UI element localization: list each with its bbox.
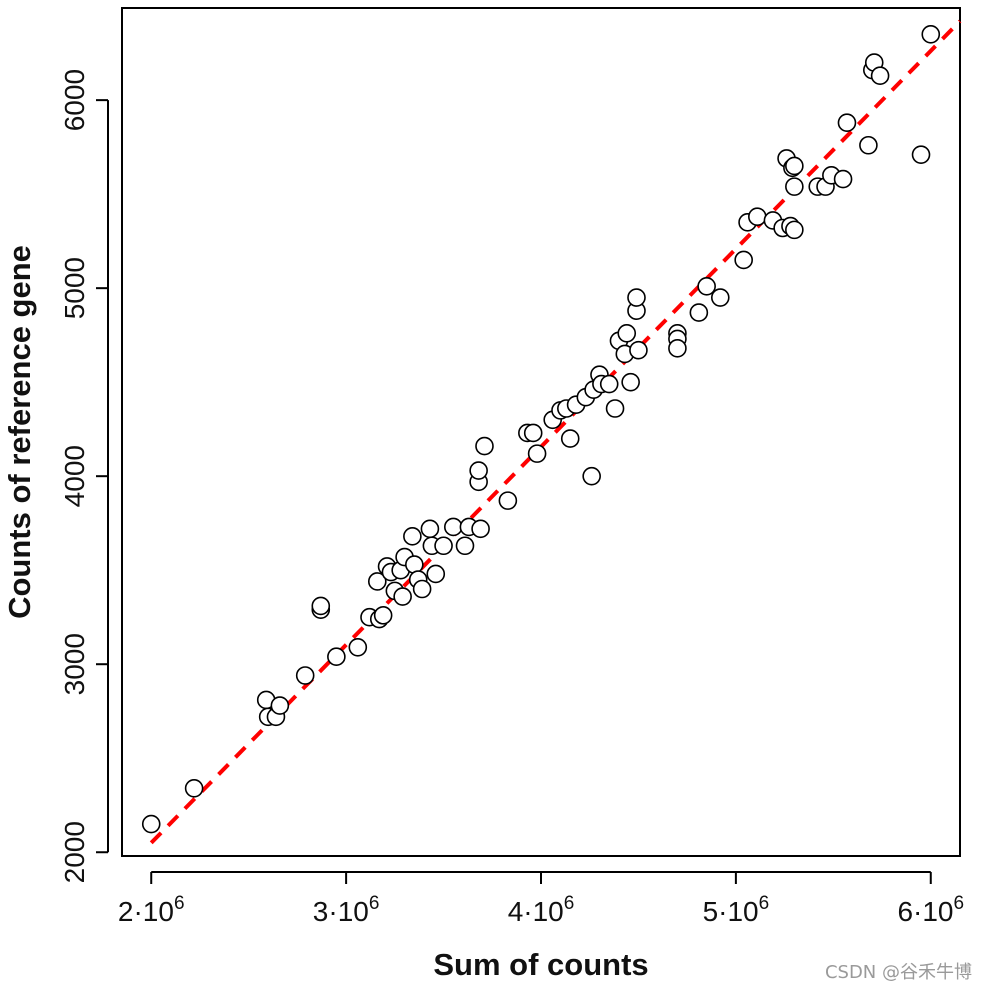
data-point <box>327 647 346 666</box>
data-point <box>785 177 804 196</box>
x-tick-label: 4·106 <box>508 893 575 927</box>
data-point <box>184 779 204 798</box>
data-point <box>748 207 767 227</box>
y-axis-title: Counts of reference gene <box>2 245 37 619</box>
data-point <box>426 564 446 584</box>
data-point <box>921 25 941 44</box>
data-point <box>141 814 161 834</box>
data-point <box>833 169 853 189</box>
data-point <box>434 536 453 556</box>
watermark-text: CSDN @谷禾牛博 <box>825 962 972 983</box>
data-point <box>582 466 601 486</box>
y-tick-label: 3000 <box>59 633 90 695</box>
data-point <box>412 579 432 599</box>
data-point <box>523 423 543 443</box>
data-point <box>621 372 640 392</box>
data-point <box>627 288 646 307</box>
x-tick-label: 5·106 <box>703 893 770 927</box>
x-tick-label: 6·106 <box>897 893 964 927</box>
data-point <box>475 436 494 456</box>
data-point <box>697 276 716 296</box>
data-point <box>373 606 393 625</box>
data-point <box>367 572 387 591</box>
data-point <box>599 374 619 394</box>
data-point <box>605 399 625 418</box>
data-point <box>837 113 857 132</box>
data-point <box>859 135 878 155</box>
data-point <box>629 340 648 360</box>
data-point <box>710 288 730 307</box>
data-point <box>911 145 931 164</box>
y-tick-label: 4000 <box>59 445 90 507</box>
x-axis: 2·106 3·106 4·106 5·106 6·106 <box>118 871 964 927</box>
data-point <box>668 339 687 358</box>
data-point <box>420 519 440 539</box>
data-point <box>527 444 547 463</box>
y-axis: 2000 3000 4000 5000 6000 <box>59 69 109 883</box>
data-point <box>403 527 422 546</box>
data-point <box>295 666 315 685</box>
data-point <box>455 536 475 556</box>
data-point <box>785 156 804 176</box>
x-tick-label: 3·106 <box>313 893 380 927</box>
data-point <box>444 517 463 537</box>
y-tick-label: 2000 <box>59 821 90 883</box>
data-point <box>785 220 804 240</box>
data-point <box>560 429 580 448</box>
plot-frame <box>121 7 961 857</box>
data-point <box>689 303 709 322</box>
points-layer <box>141 25 941 834</box>
x-tick-label: 2·106 <box>118 893 185 927</box>
data-point <box>348 637 368 657</box>
y-tick-label: 5000 <box>59 257 90 319</box>
data-point <box>870 66 890 85</box>
y-tick-label: 6000 <box>59 69 90 131</box>
data-point <box>498 491 518 510</box>
data-point <box>405 555 424 574</box>
data-point <box>311 596 331 616</box>
data-point <box>471 519 490 539</box>
x-axis-title: Sum of counts <box>433 947 648 982</box>
data-point <box>617 323 637 343</box>
data-point <box>469 461 488 480</box>
data-point <box>393 587 412 606</box>
data-point <box>270 696 290 715</box>
data-point <box>734 250 753 270</box>
